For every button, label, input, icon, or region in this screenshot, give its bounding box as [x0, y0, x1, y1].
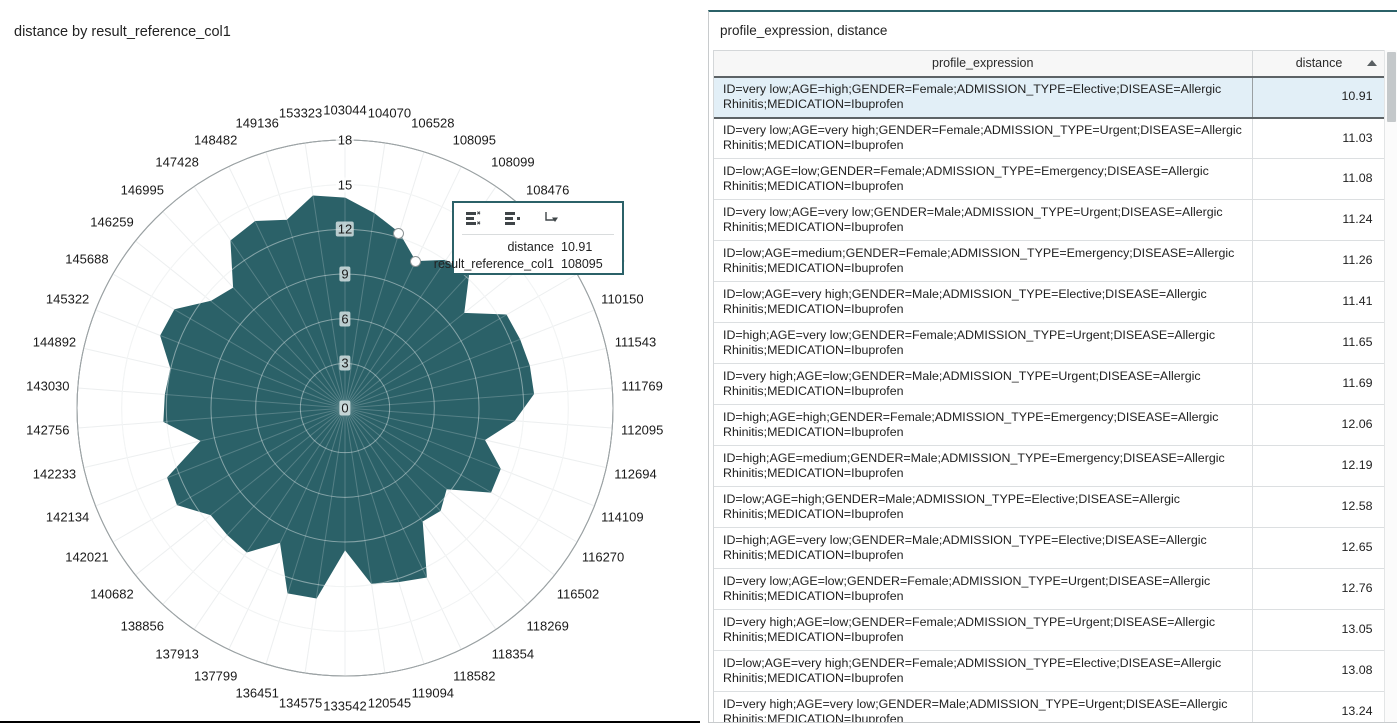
cell-profile-expression: ID=high;AGE=very low;GENDER=Female;ADMIS… [714, 322, 1253, 364]
cell-distance: 12.19 [1252, 445, 1384, 487]
chart-tooltip[interactable]: distance 10.91 result_reference_col1 10809… [434, 201, 624, 275]
table-row[interactable]: ID=very low;AGE=high;GENDER=Female;ADMIS… [714, 75, 1384, 119]
table-scroll-region[interactable]: profile_expression distance ID=very low;… [713, 50, 1384, 722]
data-table-panel: profile_expression, distance profile_exp… [708, 10, 1397, 723]
cell-distance: 13.24 [1252, 691, 1384, 722]
table-header: profile_expression distance [714, 50, 1384, 77]
table-header-row: profile_expression distance [714, 50, 1384, 77]
cell-profile-expression: ID=low;AGE=low;GENDER=Female;ADMISSION_T… [714, 158, 1253, 200]
column-header-label-distance: distance [1295, 56, 1343, 71]
cell-distance: 11.24 [1252, 199, 1384, 241]
data-point-marker[interactable] [409, 256, 421, 268]
cell-profile-expression: ID=low;AGE=medium;GENDER=Female;ADMISSIO… [714, 240, 1253, 282]
tooltip-divider [462, 234, 614, 235]
table-row[interactable]: ID=very high;AGE=low;GENDER=Female;ADMIS… [714, 609, 1384, 651]
table-row[interactable]: ID=low;AGE=very high;GENDER=Male;ADMISSI… [714, 281, 1384, 323]
table-row[interactable]: ID=low;AGE=very high;GENDER=Female;ADMIS… [714, 650, 1384, 692]
cell-profile-expression: ID=very low;AGE=very high;GENDER=Female;… [714, 117, 1253, 159]
table-row[interactable]: ID=high;AGE=high;GENDER=Female;ADMISSION… [714, 404, 1384, 446]
cell-distance: 10.91 [1252, 75, 1384, 119]
table-row[interactable]: ID=low;AGE=medium;GENDER=Female;ADMISSIO… [714, 240, 1384, 282]
table-caption: profile_expression, distance [709, 12, 1397, 50]
table-row[interactable]: ID=low;AGE=low;GENDER=Female;ADMISSION_T… [714, 158, 1384, 200]
cell-profile-expression: ID=high;AGE=very low;GENDER=Male;ADMISSI… [714, 527, 1253, 569]
chart-title: distance by result_reference_col1 [14, 24, 231, 40]
cell-profile-expression: ID=very high;AGE=low;GENDER=Male;ADMISSI… [714, 363, 1253, 405]
table-row[interactable]: ID=very low;AGE=low;GENDER=Female;ADMISS… [714, 568, 1384, 610]
cell-distance: 11.08 [1252, 158, 1384, 200]
table-row[interactable]: ID=very low;AGE=very low;GENDER=Male;ADM… [714, 199, 1384, 241]
cell-distance: 11.03 [1252, 117, 1384, 159]
tooltip-value-distance: 10.91 [561, 240, 593, 254]
column-header-label-profile-expression: profile_expression [932, 56, 1034, 71]
data-point-marker[interactable] [393, 227, 405, 239]
column-header-profile-expression[interactable]: profile_expression [714, 50, 1253, 77]
cell-profile-expression: ID=very low;AGE=low;GENDER=Female;ADMISS… [714, 568, 1253, 610]
cell-profile-expression: ID=very low;AGE=high;GENDER=Female;ADMIS… [714, 75, 1253, 119]
cell-distance: 12.65 [1252, 527, 1384, 569]
cell-profile-expression: ID=low;AGE=high;GENDER=Male;ADMISSION_TY… [714, 486, 1253, 528]
table-row[interactable]: ID=very high;AGE=low;GENDER=Male;ADMISSI… [714, 363, 1384, 405]
table-row[interactable]: ID=very low;AGE=very high;GENDER=Female;… [714, 117, 1384, 159]
cell-profile-expression: ID=high;AGE=high;GENDER=Female;ADMISSION… [714, 404, 1253, 446]
radar-chart-svg [76, 139, 614, 677]
tooltip-value-reference: 108095 [561, 257, 603, 271]
cell-distance: 12.76 [1252, 568, 1384, 610]
tooltip-row-distance: distance 10.91 [507, 240, 613, 254]
cell-profile-expression: ID=very high;AGE=very low;GENDER=Male;AD… [714, 691, 1253, 722]
cell-profile-expression: ID=very low;AGE=very low;GENDER=Male;ADM… [714, 199, 1253, 241]
cell-distance: 12.06 [1252, 404, 1384, 446]
tooltip-key-reference: result_reference_col1 [433, 257, 554, 271]
cell-distance: 11.26 [1252, 240, 1384, 282]
cell-distance: 11.65 [1252, 322, 1384, 364]
exclude-filter-icon[interactable] [466, 210, 483, 226]
tooltip-toolbar[interactable] [454, 203, 622, 233]
tooltip-row-reference: result_reference_col1 108095 [434, 257, 613, 271]
result-table: profile_expression distance ID=very low;… [714, 50, 1384, 722]
cell-profile-expression: ID=high;AGE=medium;GENDER=Male;ADMISSION… [714, 445, 1253, 487]
table-row[interactable]: ID=high;AGE=medium;GENDER=Male;ADMISSION… [714, 445, 1384, 487]
table-row[interactable]: ID=low;AGE=high;GENDER=Male;ADMISSION_TY… [714, 486, 1384, 528]
polar-plot-area[interactable]: 1030441040701065281080951080991084761088… [0, 0, 700, 723]
cell-distance: 13.08 [1252, 650, 1384, 692]
cell-profile-expression: ID=low;AGE=very high;GENDER=Male;ADMISSI… [714, 281, 1253, 323]
table-scrollbar-thumb[interactable] [1387, 52, 1396, 122]
tooltip-key-distance: distance [507, 240, 554, 254]
column-header-distance[interactable]: distance [1252, 50, 1384, 77]
keep-only-filter-icon[interactable] [505, 211, 522, 226]
cell-distance: 11.69 [1252, 363, 1384, 405]
sort-ascending-icon[interactable] [1366, 60, 1377, 67]
radar-chart-panel: distance by result_reference_col1 103044… [0, 0, 700, 723]
table-row[interactable]: ID=high;AGE=very low;GENDER=Male;ADMISSI… [714, 527, 1384, 569]
table-row[interactable]: ID=high;AGE=very low;GENDER=Female;ADMIS… [714, 322, 1384, 364]
table-vertical-scrollbar[interactable] [1384, 50, 1397, 722]
cell-distance: 11.41 [1252, 281, 1384, 323]
cell-profile-expression: ID=very high;AGE=low;GENDER=Female;ADMIS… [714, 609, 1253, 651]
table-body: ID=very low;AGE=high;GENDER=Female;ADMIS… [714, 75, 1384, 722]
cell-distance: 12.58 [1252, 486, 1384, 528]
table-row[interactable]: ID=very high;AGE=very low;GENDER=Male;AD… [714, 691, 1384, 722]
drill-down-icon[interactable] [544, 211, 561, 226]
cell-profile-expression: ID=low;AGE=very high;GENDER=Female;ADMIS… [714, 650, 1253, 692]
cell-distance: 13.05 [1252, 609, 1384, 651]
